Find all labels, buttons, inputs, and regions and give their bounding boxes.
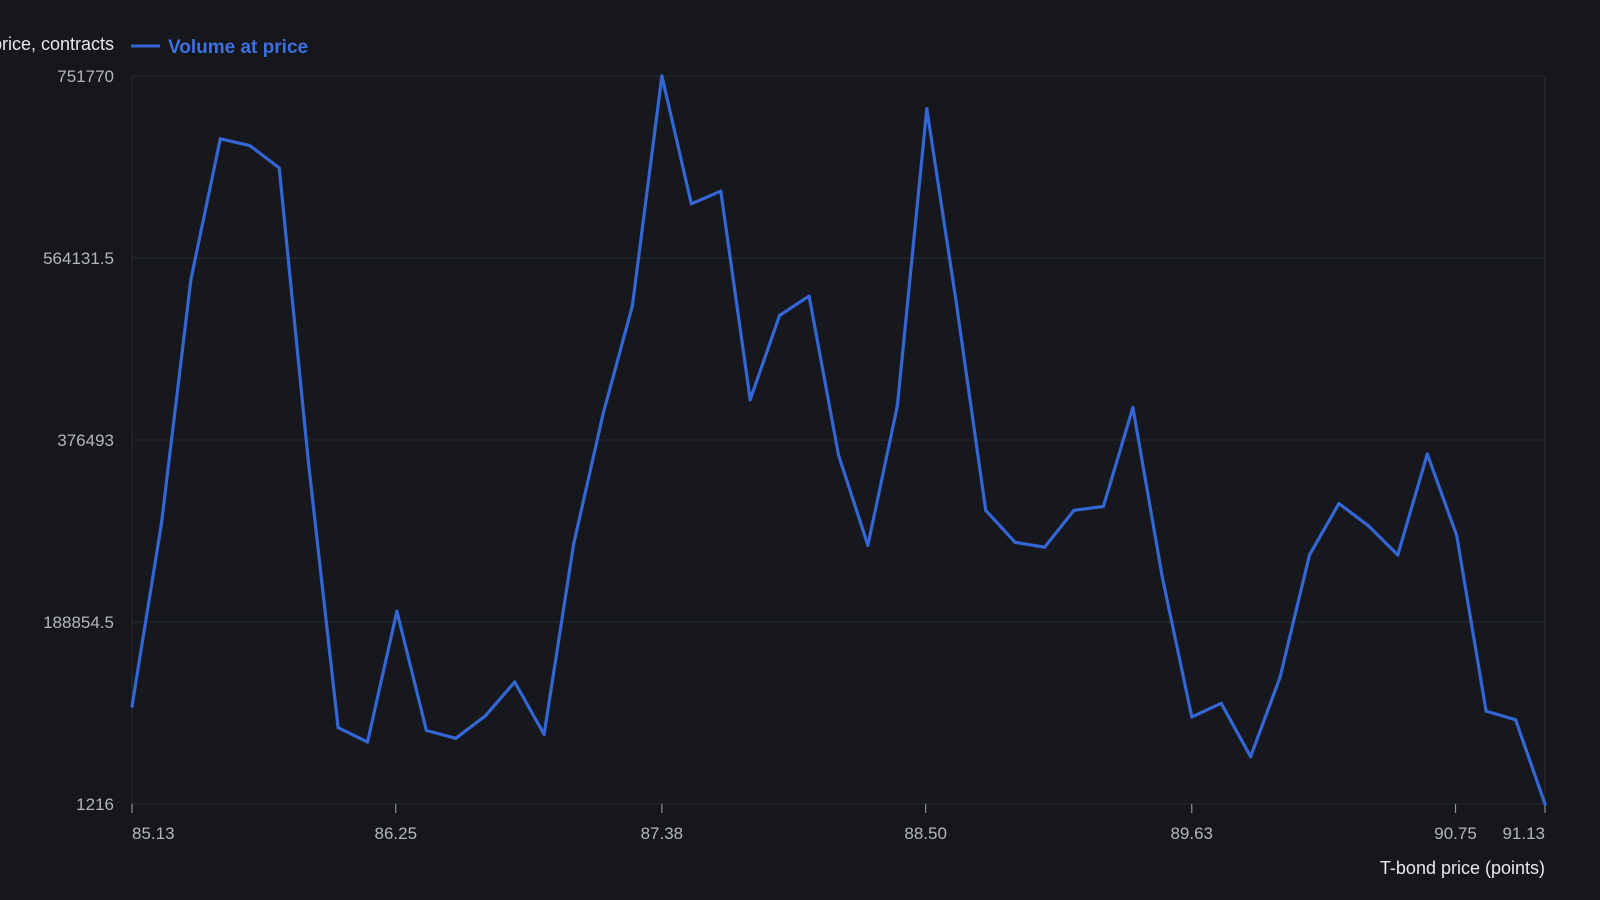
x-tick-label: 89.63 [1170,824,1213,843]
data-point [307,462,311,466]
x-tick-label: 90.75 [1434,824,1477,843]
x-axis-title: T-bond price (points) [1380,858,1545,878]
data-point [984,508,988,512]
data-point [1307,553,1312,557]
data-point [1484,709,1488,713]
data-point [925,107,929,111]
data-point [1425,452,1429,456]
y-axis: 751770 564131.5 376493 188854.5 1216 [43,67,114,814]
y-tick-label: 1216 [76,795,114,814]
data-point [719,189,723,193]
data-point [365,740,370,744]
data-point [1366,524,1370,528]
data-point [630,304,635,308]
y-tick-label: 564131.5 [43,249,114,268]
data-point [807,294,811,298]
y-axis-title: Volume at price, contracts [0,34,114,54]
grid [132,75,1545,805]
data-point [1190,715,1194,719]
data-point [424,728,428,733]
data-point [159,522,164,526]
data-point [395,609,399,613]
x-tick-label: 87.38 [641,824,684,843]
series-layer [130,74,1547,806]
x-axis: 85.13 86.25 87.38 88.50 89.63 90.75 91.13 [131,804,1546,843]
data-point [1042,545,1047,549]
legend[interactable]: Volume at price [131,37,308,58]
data-point [689,202,693,206]
x-tick-label: 91.13 [1502,824,1545,843]
data-point [1160,575,1164,579]
data-point [1131,405,1135,410]
data-point [1396,553,1400,557]
x-tick-label: 88.50 [904,824,947,843]
data-point [542,732,546,736]
data-point [336,725,340,730]
data-point [778,313,782,317]
data-point [1249,755,1253,759]
data-point [248,144,252,148]
y-tick-label: 376493 [57,431,114,450]
data-point [748,398,752,402]
data-point [954,301,958,305]
data-point [1219,701,1223,705]
data-point [866,543,870,547]
data-point [1013,540,1017,544]
legend-label: Volume at price [168,37,308,58]
data-point [218,137,222,141]
data-point [189,277,193,282]
y-tick-label: 188854.5 [43,613,114,632]
data-point [277,166,281,170]
data-point [895,403,899,408]
data-point [1513,718,1518,722]
data-point [1543,802,1547,806]
data-point [1072,508,1076,512]
data-point [1455,533,1459,538]
data-point [1278,675,1282,679]
data-point [601,412,605,416]
data-point [454,736,458,740]
x-tick-label: 85.13 [132,824,175,843]
x-tick-label: 86.25 [374,824,417,843]
data-point [1337,501,1341,506]
data-point [483,714,487,718]
data-point [660,74,664,78]
y-tick-label: 751770 [57,67,114,86]
data-point [1101,504,1106,509]
data-point [130,704,134,708]
data-point [836,453,841,457]
data-point [571,542,576,546]
data-point [513,680,517,684]
